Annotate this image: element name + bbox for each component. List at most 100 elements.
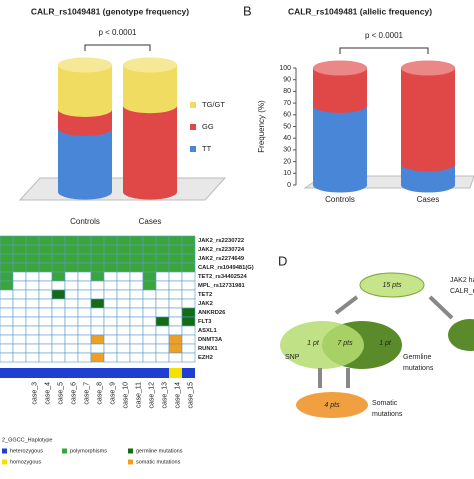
- legend-title: 2_GGCC_Haplotype: [2, 437, 52, 443]
- heatmap-cell: [25, 253, 40, 264]
- heatmap-cell: [103, 343, 118, 354]
- heatmap-cell: [25, 262, 40, 273]
- heatmap-cell: [116, 253, 131, 264]
- heatmap-cell: [90, 334, 105, 345]
- y-tick-label: 90: [283, 77, 291, 84]
- heatmap-cell: [77, 280, 92, 291]
- heatmap-cell: [168, 253, 183, 264]
- row-label: ANKRD26: [198, 310, 226, 316]
- legend-swatch: [190, 124, 196, 130]
- heatmap-cell: [0, 289, 14, 300]
- heatmap-cell: [168, 307, 183, 318]
- haplotype-cell: [13, 368, 26, 378]
- chart-title: CALR_rs1049481 (allelic frequency): [288, 6, 432, 16]
- heatmap-cell: [103, 244, 118, 255]
- panel-label: D: [278, 253, 287, 268]
- heatmap-cell: [116, 262, 131, 273]
- heatmap-cell: [129, 307, 144, 318]
- heatmap-cell: [77, 307, 92, 318]
- heatmap-cell: [181, 316, 196, 327]
- heatmap-cell: [116, 271, 131, 282]
- heatmap-cell: [77, 235, 92, 246]
- heatmap-cell: [142, 325, 157, 336]
- heatmap-cell: [38, 289, 53, 300]
- heatmap-cell: [0, 334, 14, 345]
- row-label: EZH2: [198, 355, 213, 361]
- heatmap-cell: [12, 253, 27, 264]
- column-label: case_3: [31, 382, 38, 405]
- heatmap-cell: [168, 280, 183, 291]
- legend-swatch: [2, 448, 7, 454]
- haplotype-cell: [182, 368, 195, 378]
- heatmap-cell: [77, 316, 92, 327]
- heatmap-cell: [38, 298, 53, 309]
- heatmap-cell: [116, 316, 131, 327]
- heatmap-cell: [25, 316, 40, 327]
- annotation: p < 0.0001: [98, 28, 137, 37]
- heatmap-cell: [90, 262, 105, 273]
- legend-label: polymorphisms: [70, 448, 107, 454]
- y-tick-label: 60: [283, 112, 291, 119]
- heatmap-cell: [116, 334, 131, 345]
- heatmap-cell: [64, 280, 79, 291]
- y-tick-label: 30: [283, 147, 291, 154]
- heatmap-cell: [142, 343, 157, 354]
- heatmap-cell: [168, 271, 183, 282]
- cylinder-top-shade: [401, 60, 455, 76]
- heatmap-cell: [103, 352, 118, 363]
- heatmap-cell: [103, 271, 118, 282]
- column-label: case_6: [70, 382, 77, 405]
- heatmap-cell: [90, 316, 105, 327]
- haplotype-cell: [117, 368, 130, 378]
- heatmap-cell: [142, 262, 157, 273]
- node-label: 1 pt: [379, 340, 392, 347]
- haplotype-cell: [104, 368, 117, 378]
- heatmap-cell: [129, 235, 144, 246]
- heatmap-cell: [64, 271, 79, 282]
- heatmap-cell: [181, 271, 196, 282]
- heatmap-cell: [168, 334, 183, 345]
- heatmap-cell: [181, 325, 196, 336]
- heatmap-cell: [64, 343, 79, 354]
- y-tick-label: 0: [287, 182, 291, 189]
- heatmap-cell: [64, 316, 79, 327]
- heatmap-cell: [38, 253, 53, 264]
- heatmap-cell: [12, 316, 27, 327]
- set-label: Somatic: [372, 400, 398, 407]
- heatmap-cell: [64, 325, 79, 336]
- heatmap-cell: [51, 253, 66, 264]
- heatmap-cell: [116, 298, 131, 309]
- heatmap-cell: [12, 298, 27, 309]
- bracket: [339, 47, 429, 54]
- heatmap-cell: [103, 235, 118, 246]
- heatmap-cell: [155, 325, 170, 336]
- heatmap-cell: [77, 271, 92, 282]
- heatmap-cell: [51, 280, 66, 291]
- heatmap-cell: [64, 352, 79, 363]
- heatmap-cell: [90, 325, 105, 336]
- heatmap-cell: [90, 307, 105, 318]
- heatmap-cell: [168, 298, 183, 309]
- row-label: DNMT3A: [198, 337, 223, 343]
- heatmap-cell: [90, 253, 105, 264]
- cylinder-segment: [313, 105, 367, 185]
- heatmap-cell: [25, 271, 40, 282]
- heatmap-cell: [103, 307, 118, 318]
- heatmap-cell: [0, 235, 14, 246]
- heatmap-cell: [155, 280, 170, 291]
- heatmap-cell: [77, 289, 92, 300]
- heatmap-cell: [142, 316, 157, 327]
- set-label: mutations: [403, 365, 434, 372]
- row-label: TET2: [198, 292, 212, 298]
- heatmap-cell: [129, 271, 144, 282]
- haplotype-cell: [0, 368, 13, 378]
- cylinder-top-shade: [58, 57, 112, 73]
- row-label: JAK2_rs2230724: [198, 247, 245, 253]
- heatmap-cell: [25, 352, 40, 363]
- heatmap-cell: [77, 343, 92, 354]
- heatmap-cell: [90, 244, 105, 255]
- heatmap-cell: [51, 271, 66, 282]
- heatmap-cell: [12, 343, 27, 354]
- heatmap-cell: [155, 271, 170, 282]
- heatmap-cell: [38, 271, 53, 282]
